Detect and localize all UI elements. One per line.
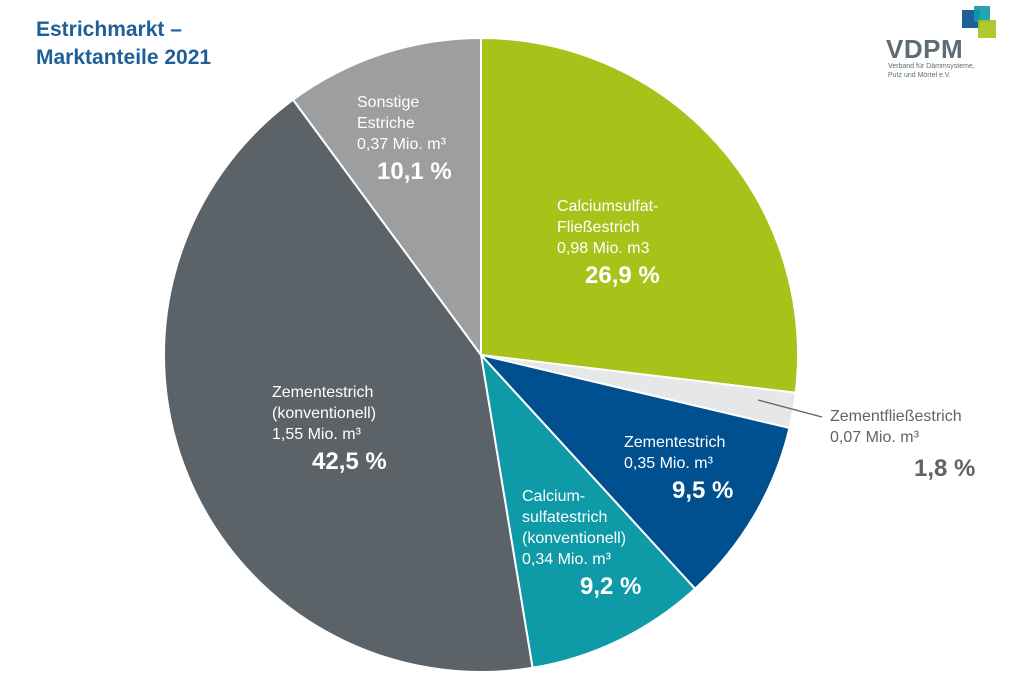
slice-percent: 1,8 % xyxy=(914,455,976,482)
pie-slices xyxy=(163,36,799,673)
slice-label-line: sulfatestrich xyxy=(522,509,608,526)
chart-title-line1: Estrichmarkt – xyxy=(36,18,182,41)
pie-slice-3 xyxy=(479,351,697,669)
slice-label-line: Zementestrich xyxy=(272,384,374,401)
slice-amount: 0,34 Mio. m³ xyxy=(522,551,611,568)
pie-slice-5 xyxy=(291,36,482,359)
logo-subtitle-line1: Verband für Dämmsysteme, xyxy=(888,63,975,70)
chart-title: Estrichmarkt – Marktanteile 2021 xyxy=(36,16,211,72)
slice-label-line: Zementestrich xyxy=(624,434,726,451)
slice-percent: 10,1 % xyxy=(377,158,452,185)
slice-label-sonstige-estriche: Sonstige Estriche 0,37 Mio. m³ 10,1 % xyxy=(357,92,452,189)
slice-label-line: Sonstige xyxy=(357,94,420,111)
slice-label-calciumsulfatestrich-konventionell: Calcium- sulfatestrich (konventionell) 0… xyxy=(522,486,641,604)
slice-label-line: Zementfließestrich xyxy=(830,408,962,425)
slice-amount: 0,98 Mio. m3 xyxy=(557,240,650,257)
logo-square-teal xyxy=(974,6,990,22)
logo-subtitle-line2: Putz und Mörtel e.V. xyxy=(888,72,951,79)
slice-amount: 1,55 Mio. m³ xyxy=(272,426,361,443)
pie-slice-2 xyxy=(478,353,791,591)
slice-label-line: (konventionell) xyxy=(522,530,627,547)
slice-amount: 0,35 Mio. m³ xyxy=(624,455,713,472)
slice-label-zementestrich: Zementestrich 0,35 Mio. m³ 9,5 % xyxy=(624,432,733,508)
slice-label-zementfliessestrich: Zementfließestrich 0,07 Mio. m³ 1,8 % xyxy=(830,406,975,486)
slice-label-zementestrich-konventionell: Zementestrich (konventionell) 1,55 Mio. … xyxy=(272,382,387,479)
slice-percent: 9,5 % xyxy=(672,477,734,504)
slice-label-line: Calciumsulfat- xyxy=(557,198,659,215)
slice-percent: 26,9 % xyxy=(585,262,660,289)
slice-amount: 0,07 Mio. m³ xyxy=(830,429,919,446)
logo-subtitle: Verband für Dämmsysteme, Putz und Mörtel… xyxy=(888,62,975,80)
slice-percent: 42,5 % xyxy=(312,448,387,475)
pie-slice-4 xyxy=(163,98,534,673)
logo-wordmark: VDPM xyxy=(886,34,964,64)
slice-percent: 9,2 % xyxy=(580,573,642,600)
slice-label-line: Calcium- xyxy=(522,488,586,505)
slice-label-line: Fließestrich xyxy=(557,219,640,236)
slice-label-line: Estriche xyxy=(357,115,415,132)
pie-slice-0 xyxy=(480,36,799,394)
slice-label-calciumsulfat-fliessestrich: Calciumsulfat- Fließestrich 0,98 Mio. m3… xyxy=(557,196,660,293)
slice-amount: 0,37 Mio. m³ xyxy=(357,136,446,153)
leader-line-zementfliessestrich xyxy=(757,399,823,418)
logo-square-green xyxy=(978,20,996,38)
slice-label-line: (konventionell) xyxy=(272,405,377,422)
vdpm-logo: VDPM Verband für Dämmsysteme, Putz und M… xyxy=(886,6,1006,86)
chart-title-line2: Marktanteile 2021 xyxy=(36,46,212,69)
